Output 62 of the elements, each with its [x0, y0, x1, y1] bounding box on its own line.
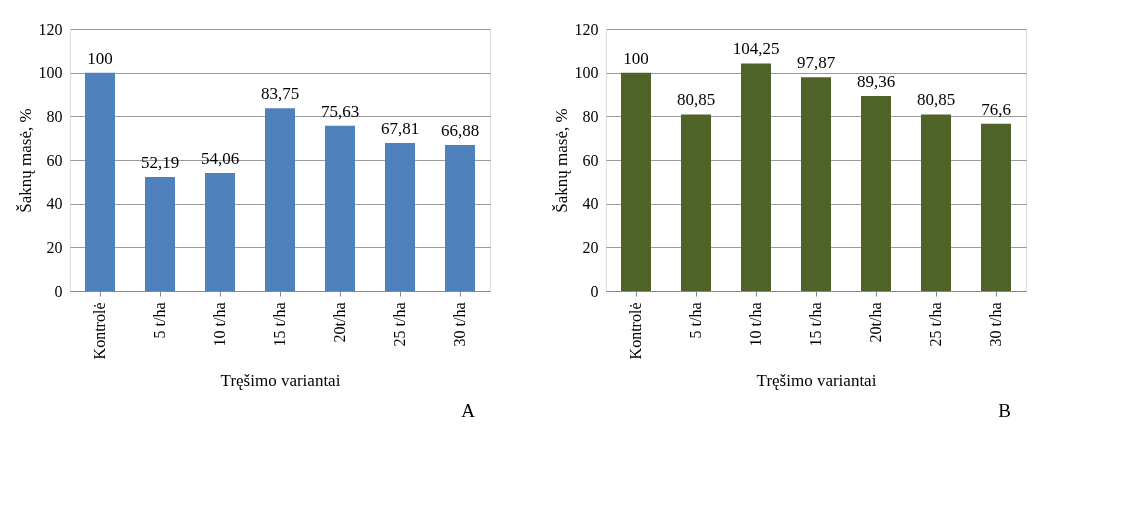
- bar: [205, 172, 235, 291]
- bar: [445, 144, 475, 291]
- x-tick-label: 10 t/ha: [211, 302, 228, 347]
- data-label: 89,36: [856, 71, 896, 91]
- data-label: 80,85: [676, 90, 716, 110]
- bar: [741, 63, 771, 291]
- x-tick-label: 25 t/ha: [927, 302, 944, 347]
- x-tick-label: Kontrolė: [91, 302, 108, 360]
- bar: [385, 142, 415, 291]
- data-label: 104,25: [732, 39, 780, 59]
- y-tick-label: 40: [46, 195, 63, 213]
- y-tick-label: 120: [38, 20, 63, 38]
- data-label: 52,19: [140, 153, 180, 173]
- text: B: [998, 400, 1011, 421]
- data-label: 83,75: [260, 84, 300, 104]
- data-label: 67,81: [380, 118, 420, 138]
- bar: [621, 72, 651, 291]
- bar: [801, 77, 831, 291]
- y-tick-label: 100: [574, 64, 599, 82]
- y-tick-label: 20: [46, 238, 63, 256]
- x-tick-label: 15 t/ha: [271, 302, 288, 347]
- x-tick-label: 30 t/ha: [451, 302, 468, 347]
- y-tick-label: 20: [582, 238, 599, 256]
- bar: [325, 125, 355, 291]
- x-tick-label: 5 t/ha: [151, 302, 168, 339]
- x-tick-label: 5 t/ha: [687, 302, 704, 339]
- x-tick-label: 15 t/ha: [807, 302, 824, 347]
- data-label: 100: [623, 48, 649, 68]
- bar: [921, 114, 951, 291]
- y-tick-label: 80: [46, 107, 63, 125]
- text: A: [461, 400, 476, 421]
- bar: [861, 95, 891, 291]
- data-label: 76,6: [981, 99, 1011, 119]
- y-axis-title: Šaknų masė, %: [551, 108, 571, 213]
- x-axis-title: Tręšimo variantai: [756, 371, 877, 391]
- data-label: 97,87: [796, 53, 836, 73]
- y-tick-label: 60: [46, 151, 63, 169]
- y-axis-title: Šaknų masė, %: [15, 108, 35, 213]
- y-tick-label: 40: [582, 195, 599, 213]
- x-tick-label: 10 t/ha: [747, 302, 764, 347]
- bar: [145, 177, 175, 291]
- y-tick-label: 80: [582, 107, 599, 125]
- bar: [85, 72, 115, 291]
- data-label: 80,85: [916, 90, 956, 110]
- bar: [981, 123, 1011, 291]
- data-label: 54,06: [200, 148, 240, 168]
- y-tick-label: 0: [590, 282, 599, 300]
- x-axis-title: Tręšimo variantai: [220, 371, 341, 391]
- data-label: 100: [87, 48, 113, 68]
- x-tick-label: 30 t/ha: [987, 302, 1004, 347]
- y-tick-label: 100: [38, 64, 63, 82]
- data-label: 75,63: [320, 101, 360, 121]
- bar: [681, 114, 711, 291]
- y-tick-label: 60: [582, 151, 599, 169]
- data-label: 66,88: [440, 120, 480, 140]
- x-tick-label: Kontrolė: [627, 302, 644, 360]
- x-tick-label: 25 t/ha: [391, 302, 408, 347]
- x-tick-label: 20t/ha: [867, 302, 884, 343]
- x-tick-label: 20t/ha: [331, 302, 348, 343]
- y-tick-label: 0: [54, 282, 63, 300]
- y-tick-label: 120: [574, 20, 599, 38]
- bar: [265, 108, 295, 291]
